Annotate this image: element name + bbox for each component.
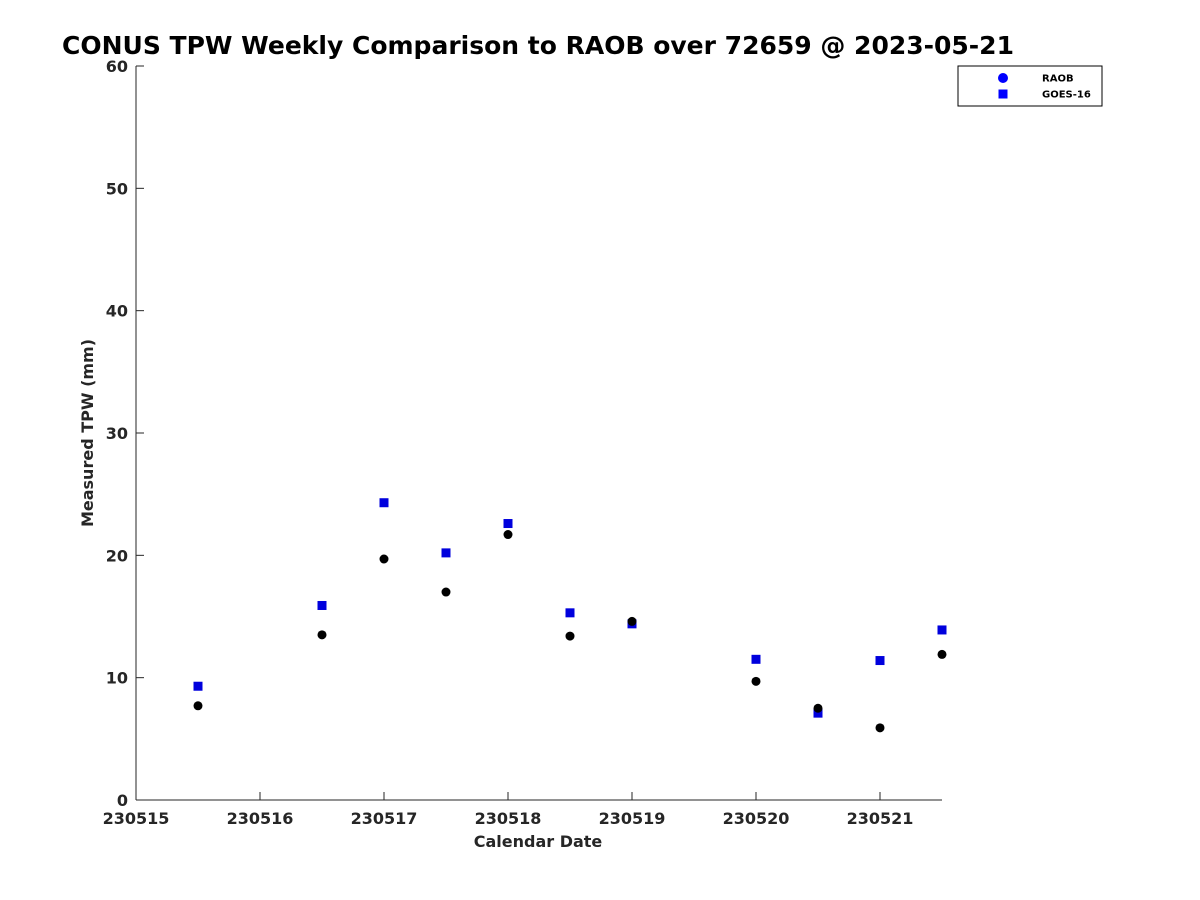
goes16-point [379, 498, 389, 508]
legend-raob-label: RAOB [1042, 74, 1074, 85]
y-tick-label: 40 [106, 302, 128, 321]
goes16-point [875, 656, 885, 666]
raob-point [317, 630, 327, 640]
goes16-point [937, 625, 947, 635]
raob-point [503, 530, 513, 540]
series-raob [193, 530, 947, 733]
x-tick-label: 230521 [847, 809, 914, 828]
y-tick-label: 20 [106, 546, 128, 565]
legend-goes16-marker [998, 89, 1008, 99]
raob-point [441, 587, 451, 597]
raob-point [751, 676, 761, 686]
x-tick-label: 230518 [475, 809, 542, 828]
y-tick-label: 10 [106, 669, 128, 688]
x-tick-label: 230519 [599, 809, 666, 828]
raob-point [627, 616, 637, 626]
goes16-point [441, 548, 451, 558]
data-series [193, 498, 947, 733]
goes16-point [503, 519, 513, 529]
x-tick-label: 230520 [723, 809, 790, 828]
chart-title: CONUS TPW Weekly Comparison to RAOB over… [62, 31, 1014, 60]
legend-goes16-label: GOES-16 [1042, 90, 1091, 101]
goes16-point [813, 708, 823, 718]
raob-point [565, 631, 575, 641]
raob-point [875, 723, 885, 733]
x-tick-label: 230515 [103, 809, 170, 828]
x-tick-label: 230516 [227, 809, 294, 828]
y-tick-label: 0 [117, 791, 128, 810]
y-axis-label: Measured TPW (mm) [78, 339, 97, 527]
goes16-point [317, 600, 327, 610]
raob-point [193, 701, 203, 711]
x-tick-label: 230517 [351, 809, 418, 828]
legend-box [957, 65, 1103, 107]
y-tick-label: 60 [106, 57, 128, 76]
y-tick-label: 30 [106, 424, 128, 443]
goes16-point [751, 654, 761, 664]
raob-point [813, 703, 823, 713]
goes16-point [565, 608, 575, 618]
y-axis-ticks: 0 10 20 30 40 50 60 [106, 57, 144, 810]
legend: RAOB GOES-16 [957, 65, 1103, 107]
goes16-point [193, 681, 203, 691]
raob-point [379, 554, 389, 564]
legend-raob-marker [998, 73, 1008, 83]
raob-point [937, 649, 947, 659]
y-tick-label: 50 [106, 179, 128, 198]
x-axis-label: Calendar Date [474, 832, 603, 851]
x-axis-ticks: 230515 230516 230517 230518 230519 230520 2305… [103, 792, 914, 828]
